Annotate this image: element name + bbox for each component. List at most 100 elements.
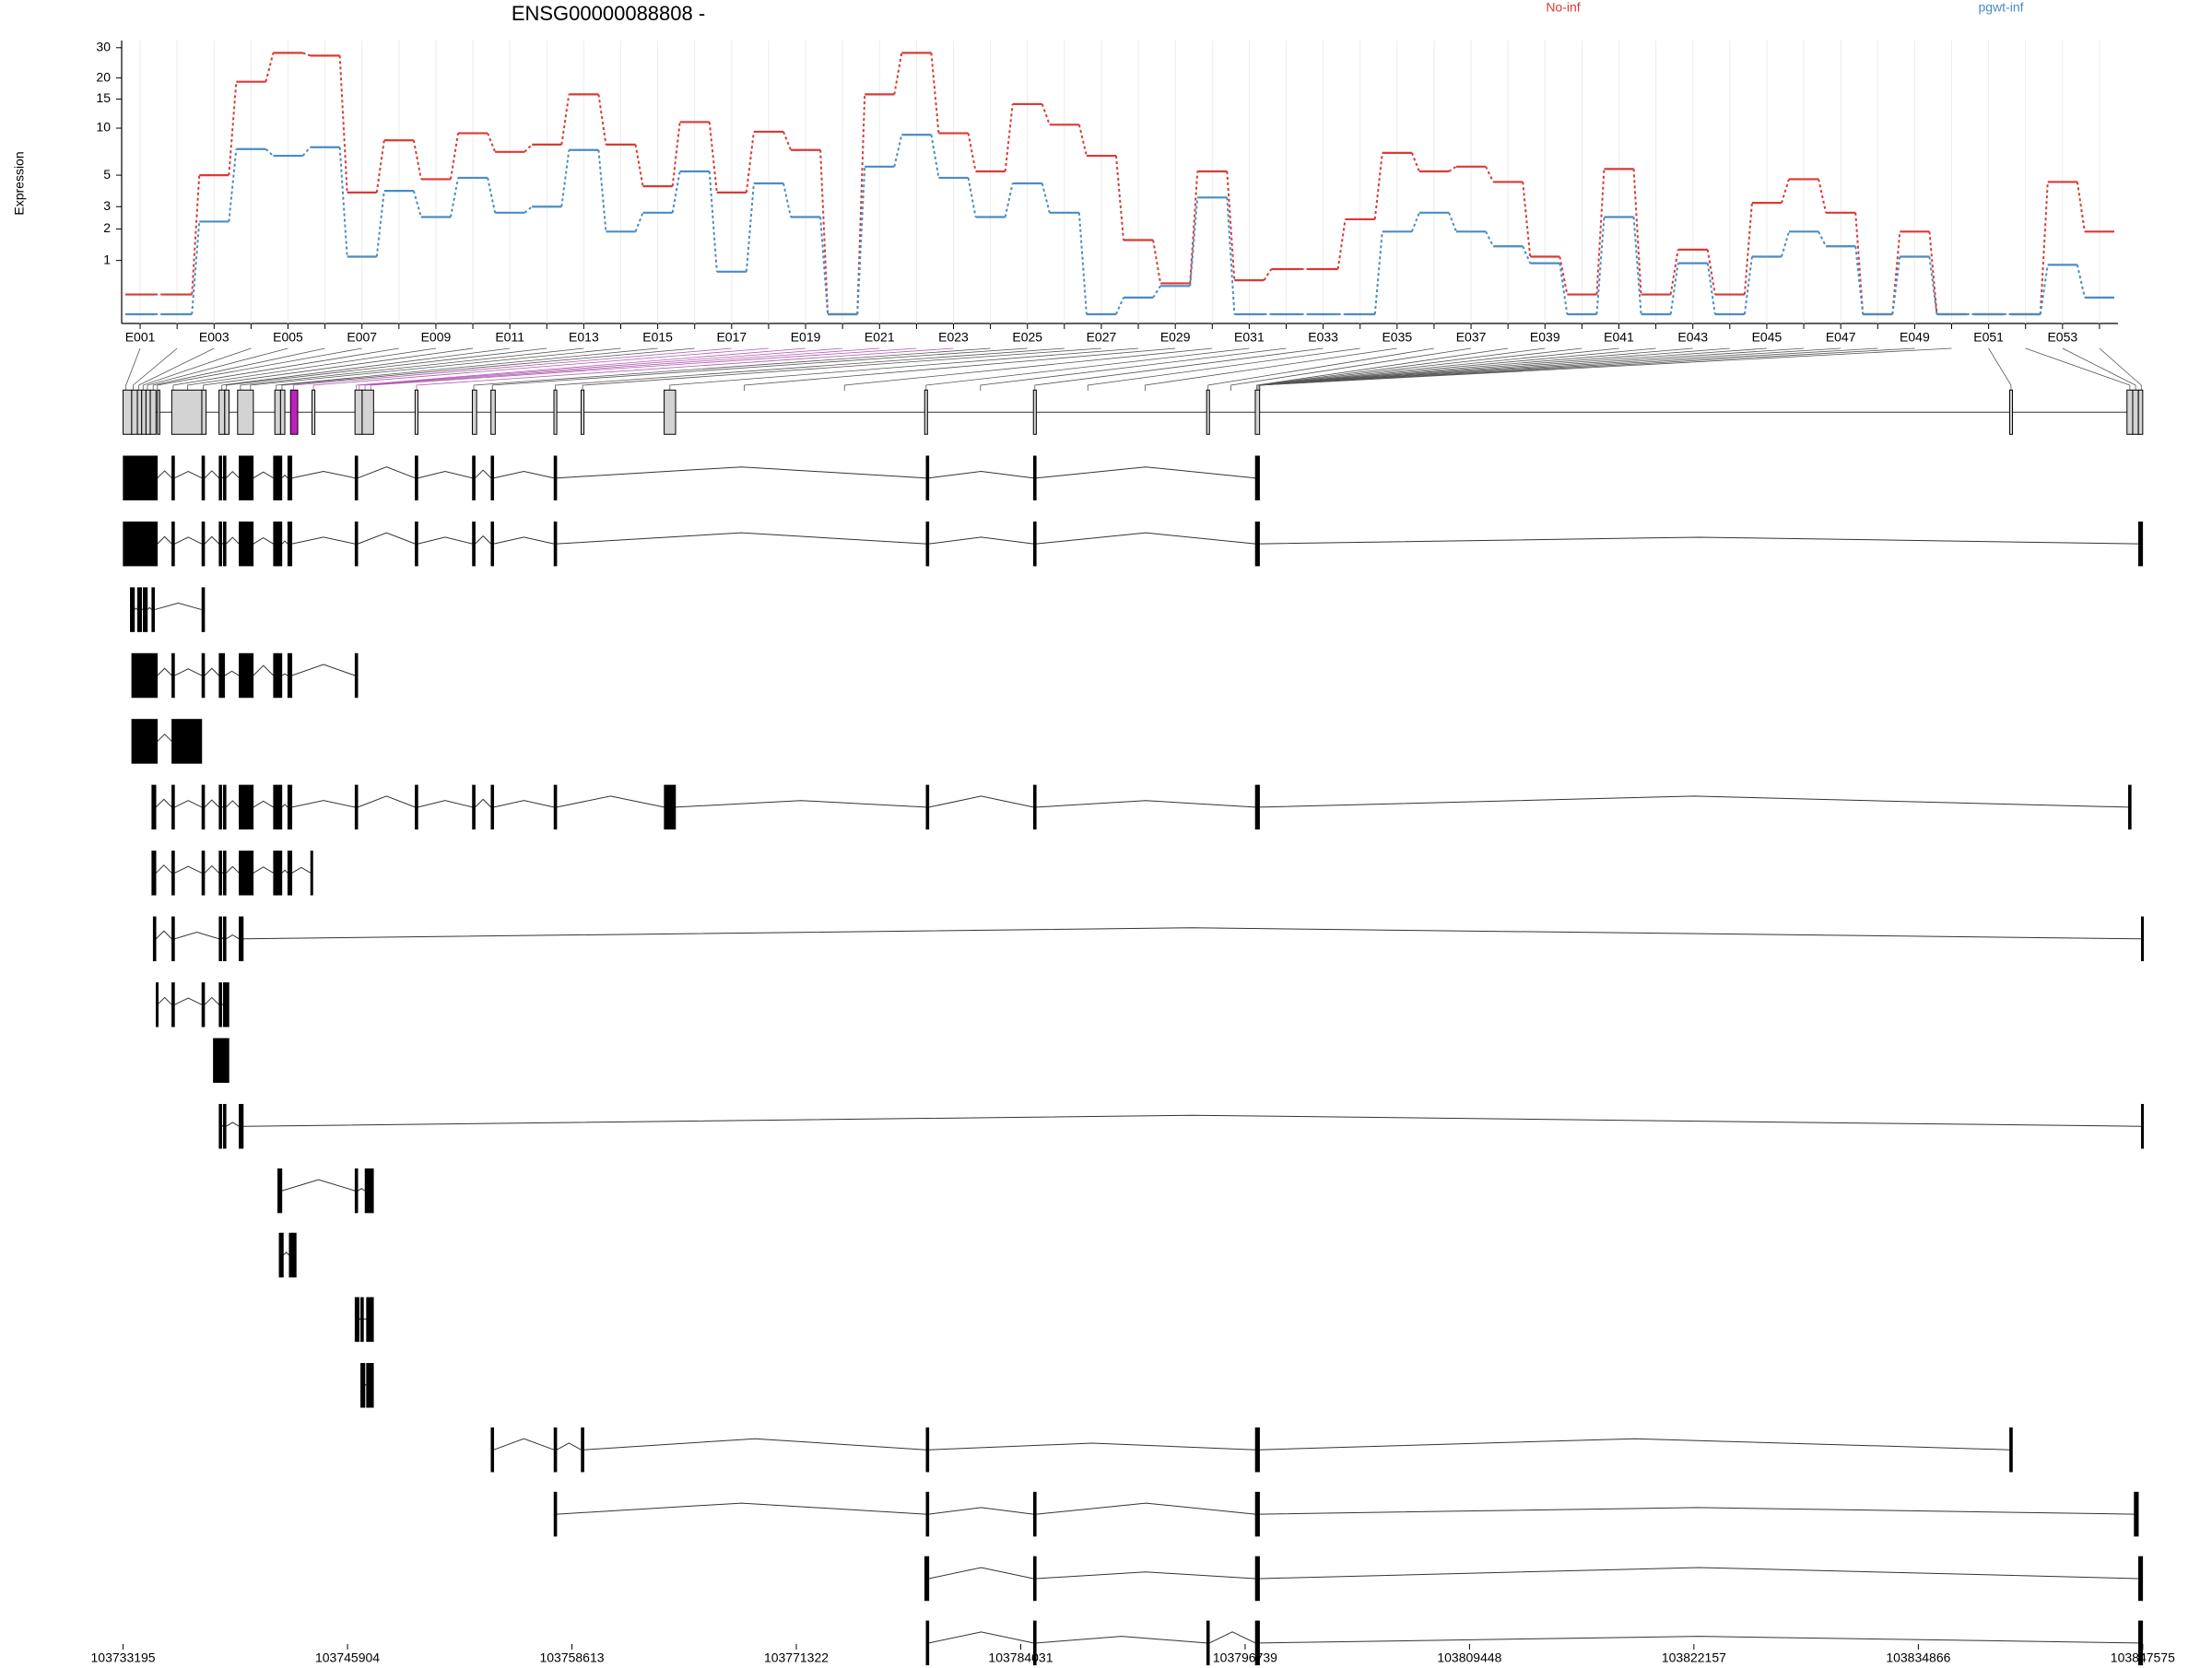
exon — [152, 916, 157, 962]
x-tick-label: E013 — [569, 330, 599, 345]
x-tick-label: E045 — [1752, 330, 1783, 345]
intron — [1259, 1507, 2135, 1515]
x-tick-label: E031 — [1234, 330, 1265, 345]
exon — [273, 784, 283, 830]
exon — [354, 652, 359, 699]
exon-link — [370, 347, 917, 391]
exon — [472, 455, 476, 500]
exon — [218, 916, 222, 962]
exon — [171, 851, 175, 896]
intron — [226, 934, 240, 940]
intron — [1036, 800, 1256, 808]
intron — [157, 470, 172, 479]
exon — [201, 587, 206, 632]
intron — [583, 1438, 926, 1451]
x-tick-label: E043 — [1677, 330, 1708, 345]
step-connector — [1226, 170, 1236, 281]
exon-link — [221, 347, 511, 391]
exon — [361, 389, 374, 435]
exon-link — [203, 347, 474, 391]
exon — [354, 389, 363, 435]
exon — [223, 455, 227, 500]
exon — [1254, 1556, 1260, 1602]
intron — [557, 795, 665, 808]
exon — [2137, 521, 2144, 567]
step-connector — [1743, 256, 1753, 315]
exon — [1254, 455, 1260, 500]
x-tick-label: E047 — [1826, 330, 1856, 345]
intron — [1036, 1502, 1256, 1515]
intron — [418, 470, 473, 479]
intron — [557, 532, 926, 545]
step-connector — [1041, 103, 1051, 125]
exon — [141, 389, 147, 435]
exon — [925, 1491, 930, 1537]
exon — [287, 455, 293, 500]
exon — [151, 784, 157, 830]
exon — [490, 1427, 495, 1473]
intron — [493, 470, 555, 479]
exon-link — [292, 347, 732, 391]
step-connector — [708, 170, 718, 272]
exon — [1254, 784, 1260, 830]
intron — [557, 1502, 926, 1515]
intron — [204, 996, 219, 1005]
intron — [174, 865, 203, 874]
intron — [557, 466, 926, 479]
genomic-tick-label: 103745904 — [315, 1650, 380, 1665]
exon — [171, 981, 175, 1028]
exon — [287, 784, 293, 830]
x-tick-label: E027 — [1087, 330, 1117, 345]
step-connector — [597, 94, 607, 146]
y-axis-label: Expression — [12, 151, 27, 215]
intron — [243, 927, 2142, 940]
exon-link — [364, 347, 880, 391]
exon — [366, 1297, 374, 1343]
x-tick-label: E037 — [1456, 330, 1487, 345]
exon — [218, 1103, 222, 1149]
exon — [581, 389, 585, 435]
exon — [274, 389, 281, 435]
step-connector — [1706, 249, 1716, 295]
step-connector — [1373, 152, 1383, 220]
exon — [1033, 1491, 1037, 1537]
intron — [157, 535, 172, 545]
step-connector — [893, 135, 903, 168]
step-connector — [1669, 249, 1679, 295]
genomic-tick-label: 103784031 — [988, 1650, 1053, 1665]
genomic-tick-label: 103733195 — [91, 1650, 156, 1665]
intron — [253, 866, 274, 874]
step-connector — [634, 144, 644, 187]
exon-link — [172, 347, 399, 391]
step-connector — [1115, 155, 1124, 241]
exon — [354, 521, 359, 567]
step-connector — [745, 131, 755, 194]
step-connector — [1410, 152, 1420, 172]
exon — [131, 652, 159, 699]
exon — [1033, 521, 1037, 567]
y-tick-label: 3 — [103, 198, 111, 213]
intron — [1259, 1438, 2010, 1451]
step-connector — [1522, 182, 1532, 257]
exon — [472, 521, 476, 567]
exon — [201, 981, 206, 1028]
exon — [490, 389, 496, 435]
y-tick-label: 30 — [96, 39, 111, 53]
intron — [174, 997, 203, 1005]
intron — [281, 673, 288, 676]
exon — [471, 389, 477, 435]
exon — [553, 784, 558, 830]
exon — [171, 916, 175, 962]
intron — [226, 471, 240, 479]
exon — [273, 851, 283, 896]
step-connector — [1263, 268, 1273, 281]
intron — [359, 1318, 361, 1321]
x-tick-label: E049 — [1900, 330, 1930, 345]
x-tick-label: E029 — [1160, 330, 1191, 345]
x-tick-label: E021 — [865, 330, 895, 345]
y-tick-label: 1 — [103, 252, 111, 266]
exon — [218, 784, 222, 830]
x-tick-label: E001 — [125, 330, 156, 345]
